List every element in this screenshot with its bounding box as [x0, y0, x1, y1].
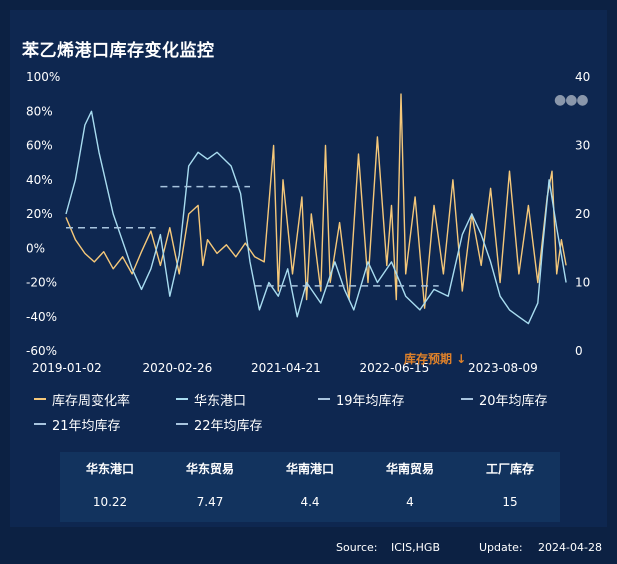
table-header: 华东贸易: [185, 462, 234, 476]
series-line-1: [65, 110, 567, 325]
legend-label: 华东港口: [194, 394, 247, 409]
inventory-summary-table: 华东港口 华东贸易 华南港口 华南贸易 工厂库存 10.22 7.47 4.4 …: [60, 452, 560, 522]
y-left-tick-label: 80%: [26, 104, 53, 118]
table-cell: 10.22: [92, 495, 128, 509]
chart-area: 100% 80% 60% 40% 20% 0% -20% -40% -60% 40 30 20 10 0 2…: [26, 70, 590, 375]
update-value: 2024-04-28: [538, 541, 602, 554]
x-tick-label: 2021-04-21: [251, 361, 321, 375]
x-tick-label: 2022-06-15: [360, 361, 430, 375]
x-tick-label: 2020-02-26: [143, 361, 213, 375]
y-left-tick-label: 0%: [26, 241, 45, 255]
legend-swatch: [176, 423, 188, 425]
legend-swatch: [461, 398, 473, 400]
legend-label: 20年均库存: [479, 394, 548, 409]
footer-source: Source: ICIS,HGB: [336, 541, 440, 554]
table-cell: 15: [502, 495, 518, 509]
footer-update: Update: 2024-04-28: [479, 541, 602, 554]
more-dots-icon[interactable]: ●●●: [554, 92, 589, 108]
y-left-tick-label: -20%: [26, 276, 57, 290]
legend-swatch: [34, 423, 46, 425]
y-left-tick-label: 100%: [26, 70, 60, 84]
table-cell: 4.4: [300, 495, 320, 509]
y-right-tick-label: 0: [575, 344, 583, 358]
y-left-tick-label: 60%: [26, 139, 53, 153]
table-header: 工厂库存: [485, 462, 534, 476]
legend-label: 22年均库存: [194, 419, 263, 434]
x-tick-label: 2023-08-09: [468, 361, 538, 375]
y-right-tick-label: 40: [575, 70, 590, 84]
y-left-tick-label: 40%: [26, 173, 53, 187]
table-header: 华南港口: [285, 462, 334, 476]
y-left-tick-label: -40%: [26, 310, 57, 324]
table-header: 华南贸易: [385, 462, 434, 476]
legend-label: 21年均库存: [52, 419, 121, 434]
table-cell: 7.47: [196, 495, 224, 509]
y-left-tick-label: -60%: [26, 344, 57, 358]
y-left-tick-label: 20%: [26, 207, 53, 221]
series-line-0: [65, 93, 567, 309]
update-label: Update:: [479, 541, 523, 554]
legend-swatch: [34, 398, 46, 400]
page-title: 苯乙烯港口库存变化监控: [22, 41, 215, 61]
source-value: ICIS,HGB: [391, 541, 440, 554]
legend-swatch: [318, 398, 330, 400]
annotation-label: 库存预期 ↓: [404, 351, 466, 366]
y-right-tick-label: 30: [575, 139, 590, 153]
table-header: 华东港口: [85, 462, 134, 476]
x-tick-label: 2019-01-02: [32, 361, 102, 375]
source-label: Source:: [336, 541, 378, 554]
legend-label: 19年均库存: [336, 394, 405, 409]
table-cell: 4: [406, 495, 414, 509]
y-right-tick-label: 20: [575, 207, 590, 221]
legend-label: 库存周变化率: [52, 394, 131, 409]
legend-swatch: [176, 398, 188, 400]
y-right-tick-label: 10: [575, 276, 590, 290]
